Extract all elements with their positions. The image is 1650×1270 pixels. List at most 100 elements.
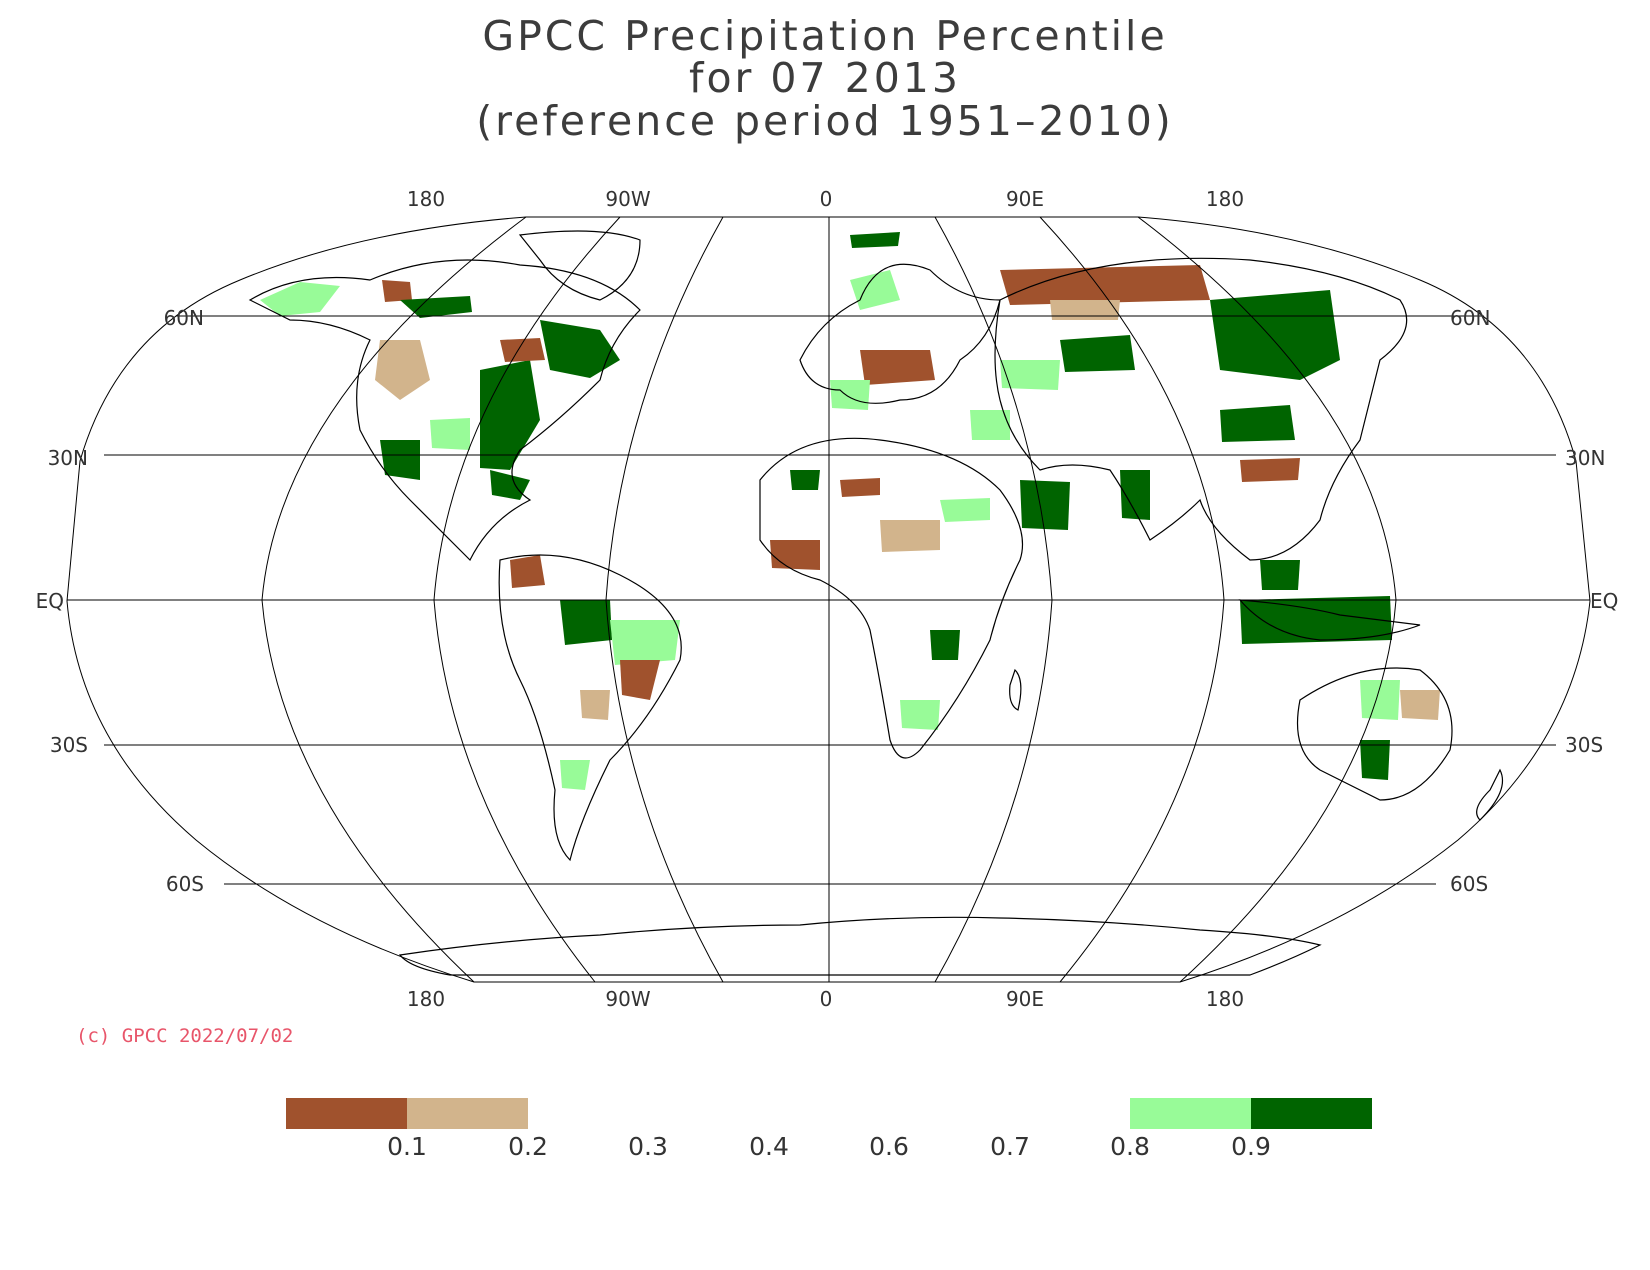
- meridian-45e: [1039, 216, 1225, 983]
- left-lat-labels: 60N 30N EQ 30S 60S: [36, 306, 204, 896]
- patch-ethiopia-wet: [1020, 480, 1070, 530]
- legend-tick: 0.4: [749, 1132, 789, 1161]
- patch-australia-dry: [1400, 690, 1440, 720]
- right-lat-label: 30S: [1565, 733, 1603, 757]
- patch-eastafrica-wet: [930, 630, 960, 660]
- title-line-3: (reference period 1951–2010): [476, 97, 1174, 145]
- patch-india-wet: [1120, 470, 1150, 520]
- title-line-2: for 07 2013: [689, 54, 961, 102]
- meridian-180w: [261, 216, 527, 983]
- meridian-180e: [1137, 216, 1397, 983]
- patch-canada-east-wet: [540, 320, 620, 378]
- legend-swatch-below-0.1: [286, 1098, 407, 1129]
- patch-norway-wet: [850, 232, 900, 248]
- patch-westafrica-wet: [790, 470, 820, 490]
- left-lat-label: EQ: [36, 589, 64, 613]
- copyright-text: (c) GPCC 2022/07/02: [76, 1025, 294, 1047]
- patch-brazil-dry: [620, 660, 660, 700]
- right-lat-label: 60N: [1450, 306, 1490, 330]
- patch-australia-wet: [1360, 680, 1400, 720]
- bottom-lon-label: 90W: [605, 987, 650, 1011]
- patch-mideast-wet: [970, 410, 1010, 440]
- patch-seasia-wet: [1240, 596, 1392, 644]
- left-lat-label: 60N: [164, 306, 204, 330]
- patch-russia-dry: [1000, 265, 1210, 305]
- patch-siberia-wet: [1210, 290, 1340, 380]
- meridian-90w: [605, 216, 724, 983]
- coast-africa: [759, 437, 1024, 759]
- world-map: 180 90W 0 90E 180 180 90W 0 90E 180 60N …: [36, 187, 1619, 1011]
- patch-us-west-dry: [375, 340, 430, 400]
- coast-new-zealand: [1476, 768, 1504, 821]
- precipitation-percentile-layer: [260, 232, 1440, 790]
- top-lon-label: 90W: [605, 187, 650, 211]
- left-lat-label: 30N: [48, 446, 88, 470]
- coast-europe: [799, 263, 1001, 404]
- right-lat-label: 30N: [1565, 446, 1605, 470]
- legend-swatch-0.1-0.2: [407, 1098, 528, 1129]
- bottom-lon-label: 0: [820, 987, 833, 1011]
- legend-tick: 0.3: [628, 1132, 668, 1161]
- left-lat-label: 60S: [166, 872, 204, 896]
- bottom-lon-label: 180: [1206, 987, 1244, 1011]
- left-lat-label: 30S: [50, 733, 88, 757]
- patch-china-wet: [1220, 405, 1295, 442]
- bottom-lon-label: 180: [407, 987, 445, 1011]
- coast-asia: [994, 257, 1408, 561]
- right-lat-label: 60S: [1450, 872, 1488, 896]
- patch-russia-dry-light: [1050, 300, 1120, 320]
- patch-brazil-wet: [610, 620, 680, 665]
- top-lon-labels: 180 90W 0 90E 180: [407, 187, 1244, 211]
- coast-australia: [1297, 667, 1453, 801]
- top-lon-label: 180: [407, 187, 445, 211]
- legend-swatch-above-0.9: [1251, 1098, 1372, 1129]
- legend-tick: 0.2: [508, 1132, 548, 1161]
- top-lon-label: 180: [1206, 187, 1244, 211]
- patch-canada-wet: [400, 296, 472, 318]
- meridian-135w: [433, 216, 621, 983]
- legend-tick: 0.1: [387, 1132, 427, 1161]
- patch-colombia-dry: [510, 555, 545, 588]
- patch-argentina-wet: [560, 760, 590, 790]
- patch-australia-east-wet: [1360, 740, 1390, 780]
- patch-southernafrica-wet: [900, 700, 940, 730]
- graticule: [66, 216, 1591, 983]
- right-lat-labels: 60N 30N EQ 30S 60S: [1450, 306, 1618, 896]
- coastlines: [248, 230, 1504, 976]
- coast-greenland: [518, 230, 641, 301]
- legend-swatch-0.8-0.9: [1130, 1098, 1251, 1129]
- bottom-lon-label: 90E: [1006, 987, 1044, 1011]
- bottom-lon-labels: 180 90W 0 90E 180: [407, 987, 1244, 1011]
- title-line-1: GPCC Precipitation Percentile: [482, 12, 1168, 60]
- patch-us-east-wet: [480, 360, 540, 470]
- top-lon-label: 90E: [1006, 187, 1044, 211]
- patch-canada-dry: [382, 280, 412, 302]
- patch-central-asia-wet: [1000, 360, 1060, 390]
- patch-bolivia-dry: [580, 690, 610, 720]
- patch-texas-wet: [430, 418, 470, 450]
- patch-westafrica-dry: [770, 540, 820, 570]
- patch-us-east-dry: [500, 338, 545, 362]
- top-lon-label: 0: [820, 187, 833, 211]
- legend-tick: 0.7: [990, 1132, 1030, 1161]
- right-lat-label: EQ: [1590, 589, 1618, 613]
- coast-indonesia: [1238, 599, 1421, 641]
- patch-centralafrica-dry: [880, 520, 940, 552]
- patch-indonesia-wet: [1260, 560, 1300, 590]
- patch-mexico-wet: [380, 440, 420, 480]
- legend-tick: 0.8: [1110, 1132, 1150, 1161]
- legend-tick: 0.6: [869, 1132, 909, 1161]
- patch-alaska-wet: [260, 282, 340, 316]
- patch-europe-wet: [830, 380, 870, 410]
- patch-sahara-dry: [840, 478, 880, 497]
- patch-amazon-wet: [560, 600, 612, 645]
- patch-china-dry: [1240, 458, 1300, 482]
- coast-madagascar: [1009, 668, 1022, 711]
- patch-scandinavia-wet: [850, 270, 900, 310]
- patch-caribbean-wet: [490, 470, 530, 500]
- patch-europe-dry: [860, 350, 935, 385]
- patch-kazakhstan-wet: [1060, 335, 1135, 372]
- patch-sahel-wet: [940, 498, 990, 522]
- legend-tick: 0.9: [1231, 1132, 1271, 1161]
- coast-antarctica: [398, 916, 1322, 976]
